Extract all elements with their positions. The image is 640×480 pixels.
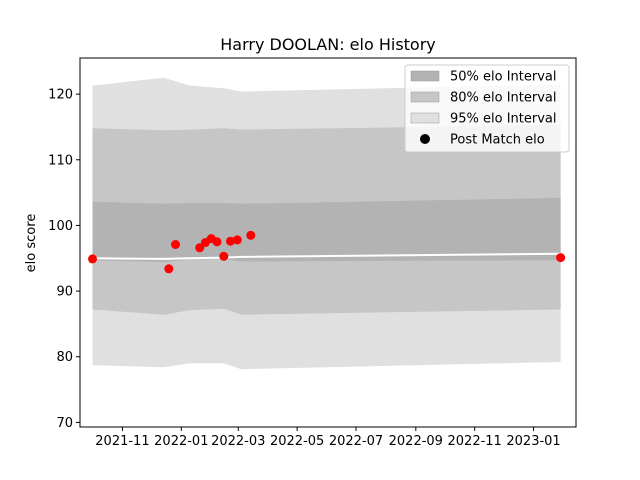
legend: 50% elo Interval 80% elo Interval 95% elo … (404, 64, 570, 153)
legend-box (404, 64, 570, 153)
x-tick-label: 2022-05 (270, 434, 324, 449)
post-match-elo-point (171, 240, 180, 249)
y-tick-label: 80 (56, 350, 73, 365)
mean-elo-line (92, 252, 561, 260)
x-tick-label: 2023-01 (506, 434, 560, 449)
x-tick-label: 2021-11 (95, 434, 149, 449)
legend-label: 50% elo Interval (450, 70, 557, 85)
band-50-interval (92, 197, 561, 263)
post-match-elo-point (219, 251, 229, 261)
x-tick-label: 2022-03 (211, 434, 265, 449)
plot-frame (79, 57, 577, 428)
legend-label: Post Match elo (450, 133, 545, 148)
x-tick-label: 2022-09 (389, 434, 443, 449)
legend-swatch (410, 112, 440, 124)
chart-title: Harry DOOLAN: elo History (220, 35, 436, 54)
y-tick-label: 120 (48, 88, 73, 103)
y-tick-label: 100 (48, 219, 73, 234)
post-match-elo-point (195, 243, 205, 253)
legend-label: 95% elo Interval (450, 112, 557, 127)
post-match-elo-point (556, 253, 566, 263)
post-match-elo-point (212, 237, 222, 247)
post-match-elo-point (246, 230, 256, 240)
y-axis: 70 80 90 100 110 120 (48, 88, 80, 431)
y-axis-title: elo score (24, 214, 39, 273)
post-match-elo-point (88, 254, 97, 264)
legend-swatch (410, 70, 440, 82)
x-tick-label: 2022-11 (448, 434, 502, 449)
legend-swatch (410, 91, 440, 103)
legend-label: 80% elo Interval (450, 91, 557, 106)
x-tick-label: 2022-07 (329, 434, 383, 449)
post-match-elo-point (226, 236, 235, 246)
y-tick-label: 70 (56, 416, 73, 431)
x-axis: 2021-11 2022-01 2022-03 2022-05 2022-07 2022-… (95, 427, 561, 449)
post-match-elo-point (164, 264, 174, 274)
y-tick-label: 90 (56, 285, 73, 300)
x-tick-label: 2022-01 (154, 434, 208, 449)
legend-marker (420, 134, 430, 144)
y-tick-label: 110 (48, 153, 73, 168)
post-match-elo-point (232, 235, 242, 245)
post-match-markers (88, 230, 566, 274)
